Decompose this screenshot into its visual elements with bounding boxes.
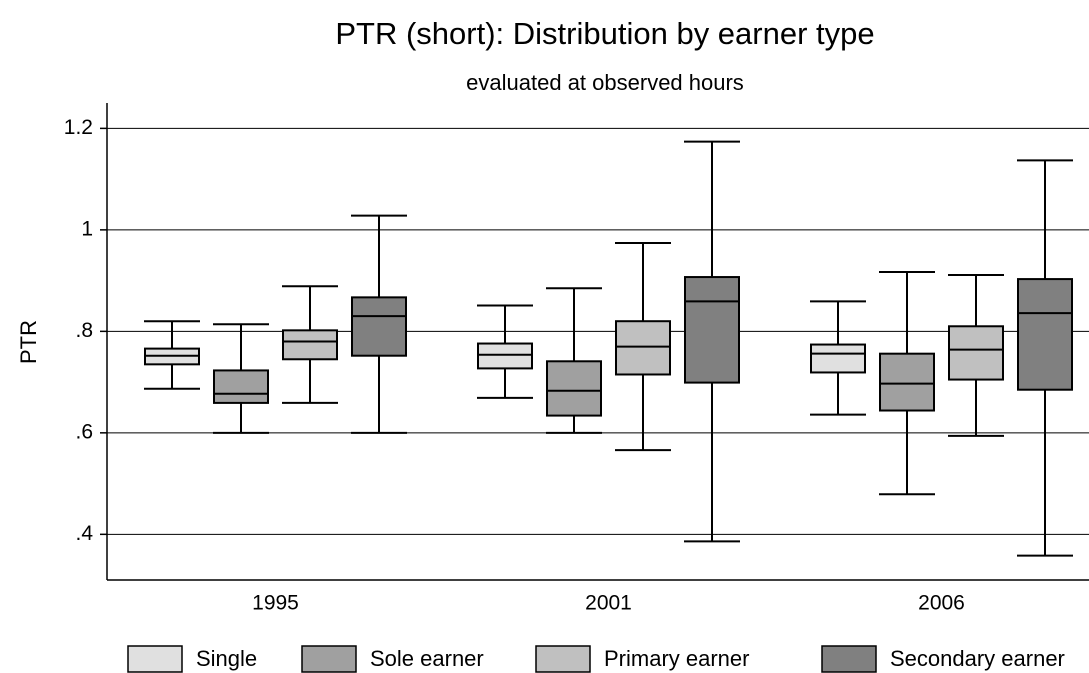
y-axis-label: PTR xyxy=(16,320,41,364)
box xyxy=(615,320,671,376)
legend-label: Primary earner xyxy=(604,646,749,671)
legend-label: Single xyxy=(196,646,257,671)
y-tick-label: .6 xyxy=(75,420,93,443)
box xyxy=(1017,278,1073,391)
box xyxy=(684,276,740,384)
y-tick-label: .8 xyxy=(75,319,93,342)
legend-swatch xyxy=(127,645,183,673)
chart-title: PTR (short): Distribution by earner type xyxy=(335,16,874,51)
box xyxy=(948,325,1004,381)
box xyxy=(546,360,602,417)
box xyxy=(810,343,866,374)
y-tick-label: .4 xyxy=(75,522,93,545)
y-tick-label: 1 xyxy=(81,217,93,240)
box xyxy=(879,352,935,412)
legend-swatch xyxy=(301,645,357,673)
x-tick-label: 1995 xyxy=(252,592,299,615)
box xyxy=(282,329,338,361)
box xyxy=(477,342,533,370)
legend-label: Secondary earner xyxy=(890,646,1065,671)
chart-subtitle: evaluated at observed hours xyxy=(466,70,744,95)
y-tick-label: 1.2 xyxy=(64,116,93,139)
legend-swatch xyxy=(821,645,877,673)
legend-label: Sole earner xyxy=(370,646,484,671)
x-tick-label: 2006 xyxy=(918,592,965,615)
legend-swatch xyxy=(535,645,591,673)
box xyxy=(351,296,407,357)
box xyxy=(213,369,269,404)
x-tick-label: 2001 xyxy=(585,592,632,615)
